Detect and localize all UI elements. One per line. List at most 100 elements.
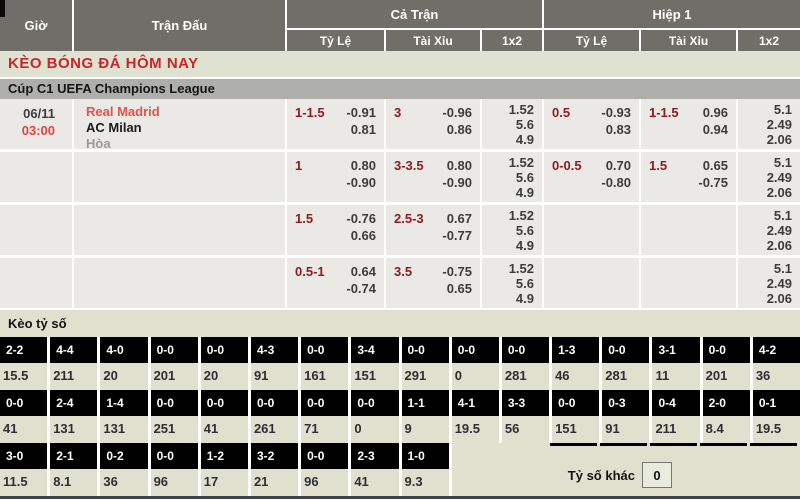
- score-cell[interactable]: 0-4 211: [652, 390, 700, 443]
- score-value-label[interactable]: 0-4: [652, 390, 700, 416]
- score-cell[interactable]: 0-0 151: [552, 390, 600, 443]
- score-value-label[interactable]: 0-0: [250, 390, 299, 416]
- odds-x[interactable]: 5.6: [515, 276, 534, 291]
- score-value-label[interactable]: 1-4: [100, 390, 148, 416]
- ft-handicap-cell[interactable]: 1 0.80 -0.90: [287, 152, 384, 202]
- under-odds[interactable]: -0.77: [442, 228, 472, 243]
- score-cell[interactable]: 0-0 291: [401, 337, 449, 390]
- score-cell[interactable]: 0-0 261: [250, 390, 299, 443]
- score-value-label[interactable]: 0-0: [0, 390, 48, 416]
- odds-2[interactable]: 2.06: [766, 238, 792, 253]
- score-cell[interactable]: 1-3 46: [552, 337, 600, 390]
- league-title[interactable]: Cúp C1 UEFA Champions League: [0, 79, 800, 99]
- score-cell[interactable]: 0-0 201: [702, 337, 750, 390]
- score-value-label[interactable]: 2-4: [50, 390, 98, 416]
- score-value-label[interactable]: 2-3: [351, 443, 399, 469]
- score-value-label[interactable]: 1-3: [552, 337, 600, 363]
- score-cell[interactable]: 0-2 36: [100, 443, 148, 496]
- score-cell[interactable]: 0-0 41: [0, 390, 48, 443]
- score-cell[interactable]: 0-0 201: [150, 337, 198, 390]
- score-value-label[interactable]: 0-3: [602, 390, 650, 416]
- handicap-line[interactable]: 1-1.5: [295, 105, 325, 120]
- odds-1[interactable]: 1.52: [508, 102, 534, 117]
- score-value-label[interactable]: 2-0: [702, 390, 750, 416]
- handicap-line[interactable]: 1.5: [295, 211, 314, 226]
- ft-1x2-cell[interactable]: 1.52 5.6 4.9: [482, 205, 542, 255]
- score-cell[interactable]: 0-0 41: [200, 390, 248, 443]
- handicap-odds-away[interactable]: 0.81: [350, 122, 376, 137]
- score-cell[interactable]: 1-0 9.3: [401, 443, 449, 496]
- ft-overunder-cell[interactable]: 2.5-3 0.67 -0.77: [386, 205, 480, 255]
- odds-2[interactable]: 2.06: [766, 291, 792, 306]
- over-odds[interactable]: -0.75: [442, 264, 472, 279]
- over-odds[interactable]: 0.80: [446, 158, 472, 173]
- score-value-label[interactable]: 1-1: [401, 390, 449, 416]
- score-cell[interactable]: 3-3 56: [501, 390, 550, 443]
- score-value-label[interactable]: 0-0: [501, 337, 550, 363]
- ft-1x2-cell[interactable]: 1.52 5.6 4.9: [482, 258, 542, 308]
- score-value-label[interactable]: 4-2: [752, 337, 800, 363]
- handicap-line[interactable]: 0.5: [552, 105, 571, 120]
- odds-x[interactable]: 2.49: [766, 223, 792, 238]
- score-cell[interactable]: 2-1 8.1: [50, 443, 98, 496]
- score-cell[interactable]: 3-0 11.5: [0, 443, 48, 496]
- h1-1x2-cell[interactable]: 5.1 2.49 2.06: [738, 205, 800, 255]
- under-odds[interactable]: -0.75: [698, 175, 728, 190]
- score-cell[interactable]: 0-3 91: [602, 390, 650, 443]
- score-value-label[interactable]: 0-0: [602, 337, 650, 363]
- over-odds[interactable]: 0.65: [702, 158, 728, 173]
- score-cell[interactable]: 1-1 9: [401, 390, 449, 443]
- score-cell[interactable]: 3-1 11: [652, 337, 700, 390]
- h1-handicap-cell[interactable]: 0.5 -0.93 0.83: [544, 99, 639, 149]
- score-value-label[interactable]: 3-2: [250, 443, 299, 469]
- score-cell[interactable]: 0-0 96: [301, 443, 349, 496]
- score-cell[interactable]: 2-3 41: [351, 443, 399, 496]
- odds-2[interactable]: 4.9: [515, 185, 534, 200]
- ft-handicap-cell[interactable]: 1.5 -0.76 0.66: [287, 205, 384, 255]
- score-value-label[interactable]: 3-4: [351, 337, 399, 363]
- score-value-label[interactable]: 0-0: [150, 443, 198, 469]
- odds-2[interactable]: 4.9: [515, 291, 534, 306]
- odds-x[interactable]: 2.49: [766, 276, 792, 291]
- score-cell[interactable]: 2-2 15.5: [0, 337, 48, 390]
- overunder-line[interactable]: 3-3.5: [394, 158, 424, 173]
- score-cell[interactable]: 0-0 161: [301, 337, 349, 390]
- score-value-label[interactable]: 0-0: [552, 390, 600, 416]
- odds-1[interactable]: 5.1: [773, 261, 792, 276]
- score-cell[interactable]: 0-0 71: [301, 390, 349, 443]
- score-value-label[interactable]: 0-0: [150, 390, 198, 416]
- score-value-label[interactable]: 0-0: [451, 337, 499, 363]
- ft-1x2-cell[interactable]: 1.52 5.6 4.9: [482, 152, 542, 202]
- score-cell[interactable]: 3-2 21: [250, 443, 299, 496]
- overunder-line[interactable]: 3.5: [394, 264, 413, 279]
- score-value-label[interactable]: 1-0: [401, 443, 449, 469]
- handicap-line[interactable]: 0-0.5: [552, 158, 582, 173]
- handicap-odds-away[interactable]: -0.74: [346, 281, 376, 296]
- score-value-label[interactable]: 4-0: [100, 337, 148, 363]
- handicap-odds-home[interactable]: 0.64: [350, 264, 376, 279]
- overunder-line[interactable]: 1-1.5: [649, 105, 679, 120]
- odds-1[interactable]: 1.52: [508, 261, 534, 276]
- odds-1[interactable]: 5.1: [773, 102, 792, 117]
- score-cell[interactable]: 3-4 151: [351, 337, 399, 390]
- ft-overunder-cell[interactable]: 3 -0.96 0.86: [386, 99, 480, 149]
- score-cell[interactable]: 1-2 17: [200, 443, 248, 496]
- handicap-odds-home[interactable]: -0.91: [346, 105, 376, 120]
- under-odds[interactable]: 0.86: [446, 122, 472, 137]
- under-odds[interactable]: 0.94: [702, 122, 728, 137]
- score-value-label[interactable]: 3-3: [501, 390, 550, 416]
- under-odds[interactable]: -0.90: [442, 175, 472, 190]
- home-team[interactable]: Real Madrid: [86, 104, 160, 119]
- score-value-label[interactable]: 0-0: [150, 337, 198, 363]
- odds-2[interactable]: 2.06: [766, 132, 792, 147]
- h1-handicap-cell[interactable]: 0-0.5 0.70 -0.80: [544, 152, 639, 202]
- score-value-label[interactable]: 0-0: [301, 390, 349, 416]
- over-odds[interactable]: 0.67: [446, 211, 472, 226]
- handicap-odds-away[interactable]: 0.83: [605, 122, 631, 137]
- score-cell[interactable]: 0-0 0: [351, 390, 399, 443]
- handicap-odds-away[interactable]: -0.80: [601, 175, 631, 190]
- score-cell[interactable]: 0-1 19.5: [752, 390, 800, 443]
- handicap-odds-away[interactable]: -0.90: [346, 175, 376, 190]
- score-value-label[interactable]: 4-4: [50, 337, 98, 363]
- odds-1[interactable]: 1.52: [508, 208, 534, 223]
